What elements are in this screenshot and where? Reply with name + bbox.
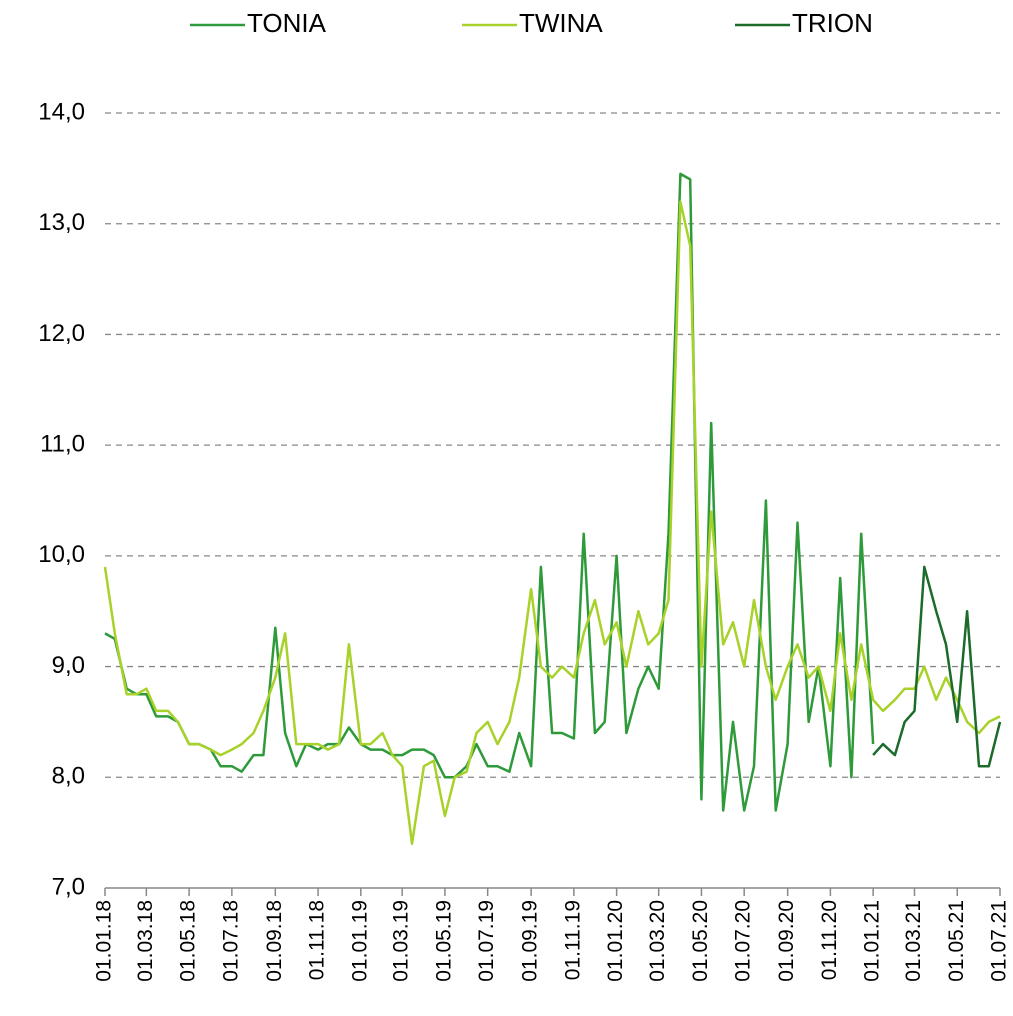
x-tick-label: 01.11.19: [561, 900, 584, 980]
x-tick-label: 01.09.19: [519, 900, 542, 982]
x-tick-label: 01.11.20: [818, 900, 841, 980]
y-tick-label: 11,0: [40, 430, 85, 457]
series-line: [103, 200, 1001, 845]
legend-label: TWINA: [519, 8, 603, 38]
x-tick-label: 01.07.21: [988, 900, 1011, 982]
y-tick-label: 7,0: [52, 873, 85, 900]
x-tick-label: 01.09.20: [775, 900, 798, 982]
y-tick-label: 14,0: [38, 98, 85, 125]
x-tick-label: 01.05.18: [177, 900, 200, 982]
y-tick-label: 12,0: [38, 320, 85, 347]
y-tick-label: 9,0: [52, 652, 85, 679]
series-line: [872, 565, 1002, 768]
x-tick-label: 01.07.19: [475, 900, 498, 982]
y-tick-label: 8,0: [52, 763, 85, 790]
y-tick-label: 13,0: [38, 209, 85, 236]
x-tick-label: 01.01.21: [861, 900, 884, 982]
x-tick-label: 01.05.21: [945, 900, 968, 982]
x-tick-label: 01.07.20: [732, 900, 755, 982]
x-tick-label: 01.09.18: [263, 900, 286, 982]
series-line: [104, 172, 875, 812]
x-tick-label: 01.03.19: [390, 900, 413, 982]
x-tick-label: 01.03.18: [134, 900, 157, 982]
x-tick-label: 01.11.18: [306, 900, 329, 980]
legend-label: TONIA: [247, 8, 327, 38]
legend-label: TRION: [792, 8, 873, 38]
x-tick-label: 01.07.18: [219, 900, 242, 982]
x-tick-label: 01.05.20: [689, 900, 712, 982]
x-tick-label: 01.03.20: [646, 900, 669, 982]
x-tick-label: 01.01.18: [93, 900, 116, 982]
x-tick-label: 01.01.20: [604, 900, 627, 982]
x-tick-label: 01.03.21: [902, 900, 925, 982]
x-tick-label: 01.01.19: [348, 900, 371, 982]
y-tick-label: 10,0: [38, 541, 85, 568]
x-tick-label: 01.05.19: [432, 900, 455, 982]
